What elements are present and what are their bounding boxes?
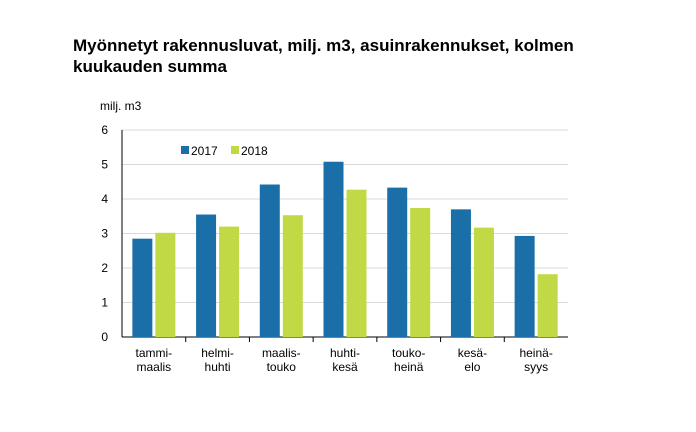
y-tick-label: 0 [101, 330, 108, 344]
bar-2017 [514, 235, 535, 337]
legend-label-2017: 2017 [191, 144, 218, 158]
bar-2017 [323, 161, 344, 337]
x-tick-label: touko- [392, 346, 425, 360]
chart-title: Myönnetyt rakennusluvat, milj. m3, asuin… [73, 36, 574, 76]
bar-2018 [219, 226, 240, 337]
bar-2017 [259, 184, 280, 337]
bar-2018 [346, 189, 367, 337]
legend-swatch-2017 [181, 146, 189, 154]
bar-2017 [132, 238, 153, 337]
x-tick-label: heinä [394, 360, 424, 374]
x-tick-label: kesä- [458, 346, 487, 360]
legend-label-2018: 2018 [241, 144, 268, 158]
y-tick-label: 3 [101, 227, 108, 241]
bar-2018 [410, 207, 431, 337]
x-tick-label: huhti [205, 360, 231, 374]
x-tick-label: touko [267, 360, 297, 374]
bar-2018 [282, 215, 303, 337]
y-tick-label: 1 [101, 296, 108, 310]
bar-2018 [473, 227, 494, 337]
x-tick-label: helmi- [201, 346, 234, 360]
bar-2017 [387, 187, 408, 337]
bar-2018 [155, 232, 176, 337]
y-axis-label: milj. m3 [100, 99, 142, 113]
bar-2017 [450, 209, 471, 337]
bar-2018 [537, 274, 558, 337]
x-tick-label: tammi- [136, 346, 173, 360]
y-tick-label: 2 [101, 261, 108, 275]
legend-swatch-2018 [231, 146, 239, 154]
y-tick-label: 6 [101, 123, 108, 137]
x-tick-label: maalis [137, 360, 172, 374]
x-tick-label: syys [524, 360, 548, 374]
x-tick-label: huhti- [330, 346, 360, 360]
bar-2017 [196, 214, 217, 337]
y-tick-label: 4 [101, 192, 108, 206]
x-tick-label: maalis- [262, 346, 301, 360]
x-tick-label: kesä [332, 360, 358, 374]
x-tick-label: heinä- [519, 346, 552, 360]
y-tick-label: 5 [101, 158, 108, 172]
x-tick-label: elo [464, 360, 480, 374]
